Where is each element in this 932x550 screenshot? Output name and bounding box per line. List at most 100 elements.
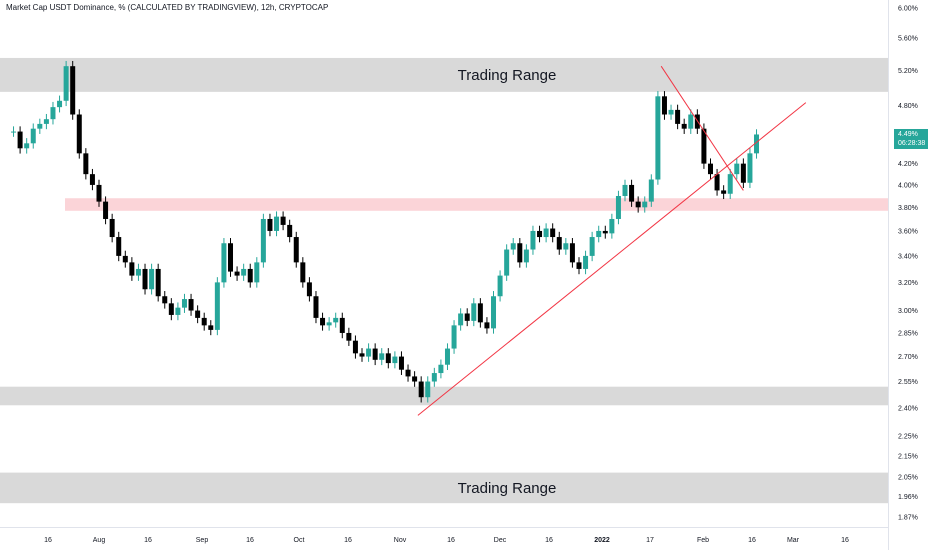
candle — [24, 138, 30, 154]
candle-body — [43, 119, 49, 124]
candle — [530, 225, 536, 255]
candle — [201, 312, 207, 331]
candle — [537, 225, 543, 243]
candle-body — [109, 218, 115, 238]
y-tick-label: 4.00% — [898, 182, 918, 189]
candle — [195, 305, 201, 324]
candle — [241, 263, 247, 281]
candle-body — [300, 262, 306, 283]
candle-body — [477, 303, 483, 323]
candle-body — [201, 317, 207, 326]
x-tick-label: Aug — [93, 537, 106, 544]
candle — [188, 293, 194, 316]
y-tick-label: 1.87% — [898, 514, 918, 521]
candle-body — [563, 243, 569, 250]
candle-body — [89, 174, 95, 185]
zone-red-1 — [65, 198, 888, 211]
x-tick-label: Nov — [394, 537, 407, 544]
candle-body — [181, 299, 187, 308]
candle-body — [155, 268, 161, 297]
candle — [326, 317, 332, 331]
candle — [576, 257, 582, 275]
candle-body — [701, 128, 707, 164]
candle-body — [734, 163, 740, 175]
candle-body — [405, 369, 411, 377]
candle — [425, 376, 431, 403]
candle-body — [629, 184, 635, 202]
candle-body — [537, 230, 543, 238]
candle — [629, 179, 635, 207]
candle-body — [491, 296, 497, 329]
candle — [116, 231, 122, 262]
candle — [714, 168, 720, 196]
candle — [352, 335, 358, 359]
x-tick-label: 16 — [841, 537, 849, 544]
candle-body — [313, 296, 319, 318]
x-tick-label: 16 — [447, 537, 455, 544]
candle — [661, 91, 667, 120]
candle-body — [392, 356, 398, 364]
candle-body — [135, 268, 141, 276]
candle-body — [320, 317, 326, 326]
candle-body — [37, 123, 43, 129]
candle-body — [583, 255, 589, 269]
x-tick-label: Oct — [294, 537, 305, 544]
candle — [523, 244, 529, 268]
candle — [155, 263, 161, 302]
candle-body — [596, 230, 602, 238]
candle — [339, 312, 345, 339]
candle — [596, 225, 602, 243]
candle-body — [425, 381, 431, 398]
candle-body — [458, 313, 464, 326]
candle — [175, 302, 181, 321]
candle — [464, 308, 470, 327]
x-tick-label: 16 — [144, 537, 152, 544]
candle-body — [116, 237, 122, 256]
candle-body — [740, 163, 746, 183]
candle — [379, 348, 385, 366]
candle-body — [326, 322, 332, 326]
candle — [30, 123, 36, 149]
zone-label-3: Trading Range — [458, 480, 557, 497]
candle — [267, 213, 273, 237]
candle-body — [280, 216, 286, 225]
candle — [602, 225, 608, 239]
candle-body — [168, 303, 174, 315]
zone-gray-3 — [0, 472, 888, 504]
candle — [346, 327, 352, 346]
candle-body — [208, 325, 214, 330]
candle — [583, 250, 589, 275]
candle — [70, 60, 76, 120]
y-tick-label: 1.96% — [898, 494, 918, 501]
x-tick-label: Feb — [697, 537, 709, 544]
y-tick-label: 4.80% — [898, 103, 918, 110]
x-tick-label: Sep — [196, 537, 209, 544]
candle-body — [267, 218, 273, 231]
candle-body — [352, 340, 358, 354]
candle-body — [471, 303, 477, 321]
y-tick-label: 2.05% — [898, 474, 918, 481]
candle — [418, 376, 424, 403]
candle — [438, 359, 444, 379]
candle-body — [162, 296, 168, 304]
candle-body — [615, 195, 621, 219]
candle — [333, 312, 339, 328]
candle — [392, 351, 398, 369]
candle — [11, 126, 17, 137]
candle-body — [418, 381, 424, 398]
candle — [96, 179, 102, 207]
candle-body — [681, 123, 687, 129]
candle-body — [366, 348, 372, 357]
y-tick-label: 4.20% — [898, 161, 918, 168]
candle — [135, 263, 141, 281]
y-tick-label: 5.60% — [898, 36, 918, 43]
candle-body — [635, 201, 641, 208]
candle-body — [188, 299, 194, 311]
candle — [260, 213, 266, 268]
candle-body — [241, 268, 247, 276]
candle-body — [149, 268, 155, 290]
candle — [208, 320, 214, 336]
candle — [214, 277, 220, 336]
candle — [727, 168, 733, 200]
